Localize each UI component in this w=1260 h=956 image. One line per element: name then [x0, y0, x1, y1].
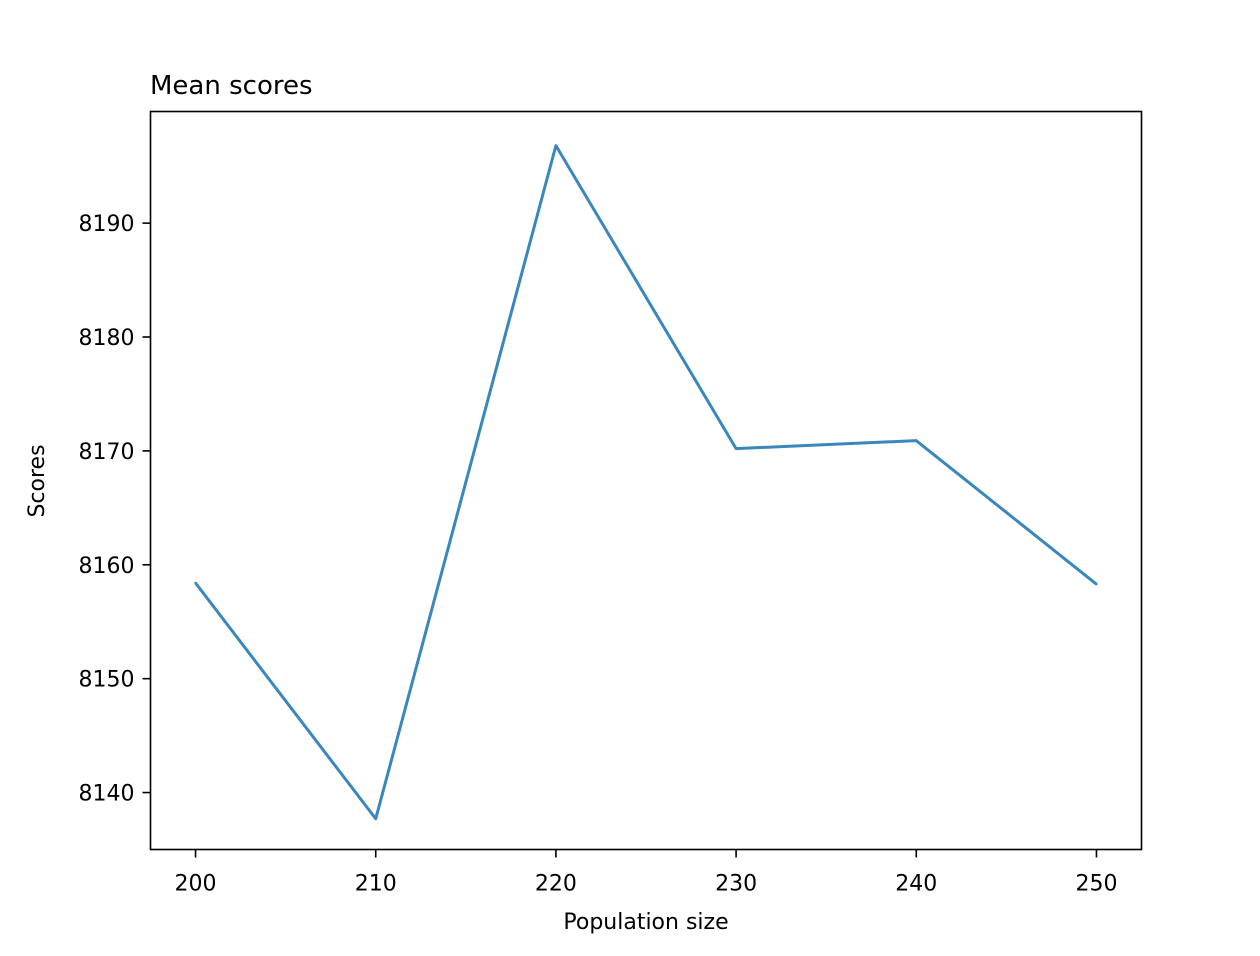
x-tick-label: 230 [715, 872, 757, 897]
y-tick-label: 8140 [79, 782, 135, 807]
x-tick-label: 210 [355, 872, 397, 897]
chart-title: Mean scores [150, 71, 313, 101]
series-line [194, 144, 1098, 821]
y-tick-label: 8150 [79, 668, 135, 693]
y-axis-label: Scores [25, 444, 50, 517]
x-tick-label: 250 [1075, 872, 1117, 897]
x-tick-label: 200 [175, 872, 217, 897]
data-point [915, 439, 918, 442]
data-point [554, 144, 558, 147]
data-point [194, 581, 197, 585]
series-group [194, 144, 1098, 821]
data-point [374, 817, 377, 820]
y-tick-label: 8180 [79, 326, 135, 351]
y-tick-label: 8170 [79, 440, 135, 465]
y-tick-label: 8190 [79, 212, 135, 237]
plot-frame [149, 110, 1143, 851]
data-point [734, 447, 738, 450]
x-tick-label: 240 [895, 872, 937, 897]
x-tick-label: 220 [535, 872, 577, 897]
y-tick-label: 8160 [79, 554, 135, 579]
x-axis-ticks: 200 210 220 230 240 250 [175, 849, 1117, 897]
y-axis-ticks: 8140 8150 8160 8170 8180 8190 [79, 212, 151, 807]
x-axis-label: Population size [563, 910, 728, 935]
data-point [1095, 582, 1098, 586]
